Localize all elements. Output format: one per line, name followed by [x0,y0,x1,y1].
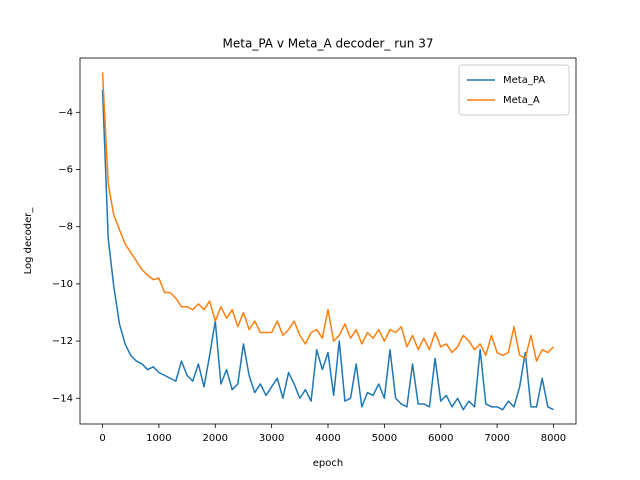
x-tick-label: 5000 [372,433,397,444]
x-tick-label: 4000 [315,433,340,444]
y-tick-label: −6 [58,165,73,176]
y-tick-label: −8 [58,222,73,233]
legend-box [458,64,570,116]
y-tick-label: −10 [52,279,73,290]
x-tick-label: 7000 [484,433,509,444]
x-tick-label: 8000 [541,433,566,444]
y-tick-label: −12 [52,336,73,347]
y-axis-label: Log decoder_ [23,207,34,275]
x-tick-label: 2000 [203,433,228,444]
x-tick-label: 0 [99,433,105,444]
line-series [101,72,554,362]
y-tick-label: −14 [52,393,73,404]
legend-label: Meta_PA [503,75,545,86]
x-tick-label: 1000 [146,433,171,444]
legend-label: Meta_A [503,95,540,106]
y-tick-label: −4 [58,107,73,118]
x-tick-label: 3000 [259,433,284,444]
line-series [101,89,554,411]
x-axis-label: epoch [313,458,343,469]
axes-frame [79,57,577,425]
x-tick-label: 6000 [428,433,453,444]
chart-title: Meta_PA v Meta_A decoder_ run 37 [223,37,434,51]
